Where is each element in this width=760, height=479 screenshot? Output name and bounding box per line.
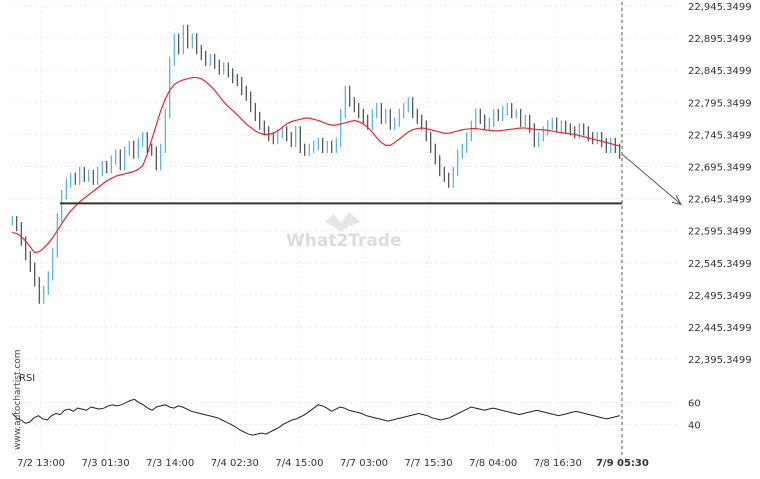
rsi-tick-label: 40	[688, 420, 701, 431]
price-tick-label: 22,545.3499	[688, 259, 752, 270]
price-tick-label: 22,845.3499	[688, 66, 752, 77]
time-tick-label: 7/3 01:30	[82, 458, 130, 469]
price-tick-label: 22,595.3499	[688, 227, 752, 238]
watermark-logo-icon	[325, 212, 361, 232]
price-tick-label: 22,695.3499	[688, 163, 752, 174]
time-tick-label: 7/8 04:00	[469, 458, 517, 469]
moving-average-line	[12, 76, 620, 254]
price-tick-label: 22,945.3499	[688, 2, 752, 13]
price-tick-label: 22,745.3499	[688, 130, 752, 141]
rsi-tick-label: 60	[688, 399, 701, 410]
time-tick-label: 7/8 16:30	[534, 458, 582, 469]
price-tick-label: 22,395.3499	[688, 355, 752, 366]
time-tick-label: 7/7 03:00	[340, 458, 388, 469]
forecast-arrow-shaft	[621, 153, 681, 204]
price-tick-label: 22,445.3499	[688, 323, 752, 334]
rsi-line	[11, 398, 620, 436]
time-tick-label: 7/4 02:30	[211, 458, 259, 469]
forecast-arrow-head	[671, 195, 682, 206]
forecast-arrow	[621, 153, 682, 206]
time-tick-label: 7/2 13:00	[17, 458, 65, 469]
candlestick-series	[11, 24, 621, 304]
time-axis: 7/2 13:00 7/3 01:30 7/3 14:00 7/4 02:30 7/4 …	[17, 458, 649, 469]
rsi-label: RSI	[19, 373, 35, 384]
price-tick-label: 22,645.3499	[688, 195, 752, 206]
price-tick-label: 22,795.3499	[688, 98, 752, 109]
time-tick-label: 7/4 15:00	[275, 458, 323, 469]
time-tick-label: 7/7 15:30	[405, 458, 453, 469]
rsi-axis: 60 40	[688, 399, 701, 432]
time-tick-label: 7/9 05:30	[596, 458, 649, 469]
price-tick-label: 22,495.3499	[688, 291, 752, 302]
price-tick-label: 22,895.3499	[688, 34, 752, 45]
watermark-text: What2Trade	[286, 231, 402, 251]
credit-text: www.autochartist.com	[13, 349, 23, 450]
price-axis: 22,945.3499 22,895.3499 22,845.3499 22,795.…	[688, 2, 752, 366]
time-tick-label: 7/3 14:00	[146, 458, 194, 469]
grid	[10, 5, 680, 452]
